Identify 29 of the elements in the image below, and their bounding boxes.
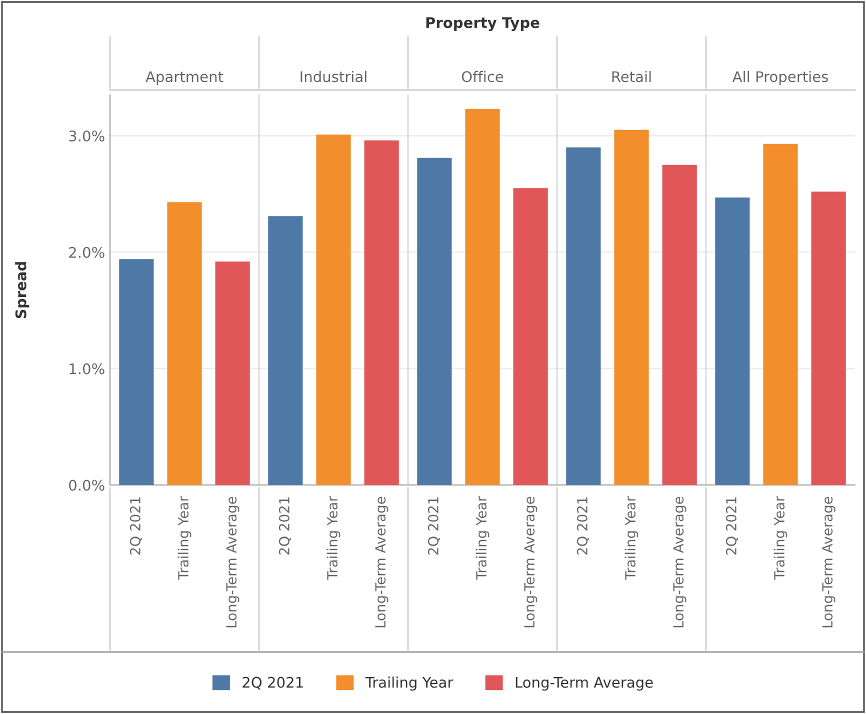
legend-label: 2Q 2021 <box>242 676 303 690</box>
chart-subtitle: Apartment <box>146 71 224 85</box>
x-tick-label: Trailing Year <box>774 496 788 580</box>
x-tick-label: Long-Term Average <box>524 496 538 628</box>
chart-subtitle: Office <box>462 70 504 82</box>
chart-subtitle: Retail <box>612 70 651 82</box>
chart-title: Property Type <box>426 17 540 32</box>
x-tick-label: 2Q 2021 <box>726 497 738 555</box>
x-tick-label: Trailing Year <box>476 496 490 580</box>
x-tick-label: Long-Term Average <box>822 496 836 628</box>
y-tick-label: 1.0% <box>70 363 104 374</box>
y-axis-title: Spread <box>15 262 30 318</box>
x-tick-label: Long-Term Average <box>375 496 388 628</box>
chart-subtitle: All Properties <box>732 70 828 85</box>
legend-label: Long-Term Average <box>516 677 653 691</box>
x-tick-label: 2Q 2021 <box>278 497 292 555</box>
x-tick-label: Long-Term Average <box>226 496 240 628</box>
y-tick-label: 0.0% <box>69 480 104 491</box>
x-tick-label: Long-Term Average <box>673 496 686 628</box>
x-tick-label: Trailing Year <box>326 496 340 580</box>
legend-label: Trailing Year <box>365 676 454 691</box>
x-tick-label: 2Q 2021 <box>130 497 142 555</box>
y-tick-label: 2.0% <box>69 246 104 258</box>
chart-subtitle: Industrial <box>300 70 366 82</box>
x-tick-label: Trailing Year <box>624 496 638 580</box>
x-tick-label: Trailing Year <box>178 496 192 580</box>
x-tick-label: 2Q 2021 <box>576 497 590 555</box>
x-tick-label: 2Q 2021 <box>428 497 440 555</box>
y-tick-label: 3.0% <box>69 130 104 142</box>
